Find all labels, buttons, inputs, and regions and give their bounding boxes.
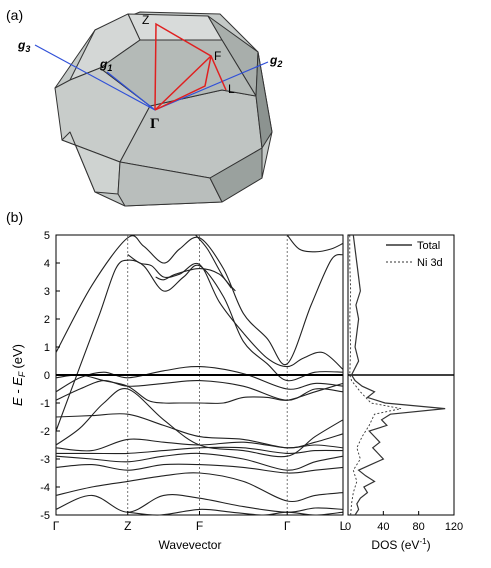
point-gamma-label: Γ: [150, 116, 160, 132]
panel-a: (a) Z F L Γ: [6, 7, 282, 207]
x-tick-label: Z: [124, 519, 131, 533]
dos-x-tick-label: 120: [445, 521, 463, 533]
legend-total-label: Total: [417, 240, 440, 252]
panel-b-label: (b): [6, 209, 23, 225]
y-tick-label: -1: [40, 398, 50, 410]
bz-face-bottom-left: [61, 131, 121, 195]
bz-face-bottom-right: [209, 147, 263, 203]
band-line-14: [155, 268, 232, 289]
y-tick-label: -3: [40, 454, 50, 466]
y-tick-label: -4: [40, 482, 50, 494]
band-line-3: [55, 452, 344, 471]
x-tick-label: F: [196, 519, 203, 533]
y-tick-label: 0: [44, 370, 50, 382]
dos-legend: Total Ni 3d: [386, 240, 443, 269]
x-tick-label: Γ: [284, 519, 291, 533]
band-line-7: [55, 387, 344, 458]
dos-x-axis-label: DOS (eV-1): [371, 537, 430, 552]
g2-label: g2: [269, 53, 282, 69]
x-tick-label: Γ: [53, 519, 60, 533]
y-tick-label: 3: [44, 286, 50, 298]
dos-x-tick-label: 40: [377, 521, 389, 533]
y-tick-label: 2: [44, 314, 50, 326]
dos-ni3d-line: [349, 235, 402, 516]
band-line-4: [56, 446, 344, 455]
dos-chart: 0 40 80 120 DOS (eV-1) Total Ni 3d: [345, 234, 463, 552]
band-line-6: [55, 413, 344, 449]
y-tick-label: 5: [44, 230, 50, 242]
brillouin-zone: [54, 11, 273, 207]
x-tick-label: L: [340, 519, 347, 533]
band-line-17: [127, 508, 344, 516]
y-tick-label: -5: [40, 510, 50, 522]
y-axis-label: E - EF(eV): [10, 344, 27, 406]
reciprocal-vectors: [34, 44, 269, 111]
g1-vector: [106, 71, 156, 111]
band-line-1: [55, 472, 344, 503]
g1-label: g1: [99, 57, 112, 73]
band-line-15: [286, 234, 344, 253]
g3-vector: [34, 44, 156, 111]
x-axis-label: Wavevector: [159, 538, 222, 552]
band-structure-chart: 5 4 3 2 1 0 -1 -2 -3 -4 -5 Γ Z F Γ L E - EF(eV) Waveve…: [10, 230, 347, 552]
y-tick-label: 1: [44, 342, 50, 354]
dos-x-ticks: 0 40 80 120: [345, 511, 463, 533]
band-line-8: [55, 379, 344, 401]
dos-series: [349, 234, 446, 516]
bz-face-bottom: [117, 161, 223, 207]
panel-b: (b) 5 4 3 2 1 0 -1 -2 -3 -4 -5 Γ Z F Γ L E - EF(eV) Wa…: [6, 209, 463, 552]
band-line-11: [55, 259, 344, 432]
high-symmetry-path: [154, 22, 227, 111]
g3-label: g3: [17, 38, 30, 54]
band-line-0: [55, 494, 344, 513]
point-z-label: Z: [142, 13, 149, 27]
g2-vector: [154, 61, 269, 111]
panel-a-label: (a): [6, 7, 23, 23]
y-tick-label: 4: [44, 258, 50, 270]
dos-x-tick-label: 0: [345, 521, 351, 533]
legend-ni3d-label: Ni 3d: [417, 257, 443, 269]
path-gamma-f: [154, 55, 212, 111]
band-line-2: [55, 463, 344, 474]
band-line-16: [195, 234, 236, 292]
band-line-9: [55, 366, 344, 393]
y-tick-label: -2: [40, 426, 50, 438]
dos-total-line: [350, 234, 446, 516]
band-line-10: [55, 374, 344, 404]
band-line-12: [127, 254, 344, 370]
band-line-13: [55, 235, 344, 366]
y-ticks: 5 4 3 2 1 0 -1 -2 -3 -4 -5: [40, 230, 60, 522]
dos-x-tick-label: 80: [413, 521, 425, 533]
point-f-label: F: [214, 49, 221, 63]
point-l-label: L: [228, 82, 235, 96]
band-lines: [55, 234, 344, 516]
path-f-l: [210, 55, 227, 91]
